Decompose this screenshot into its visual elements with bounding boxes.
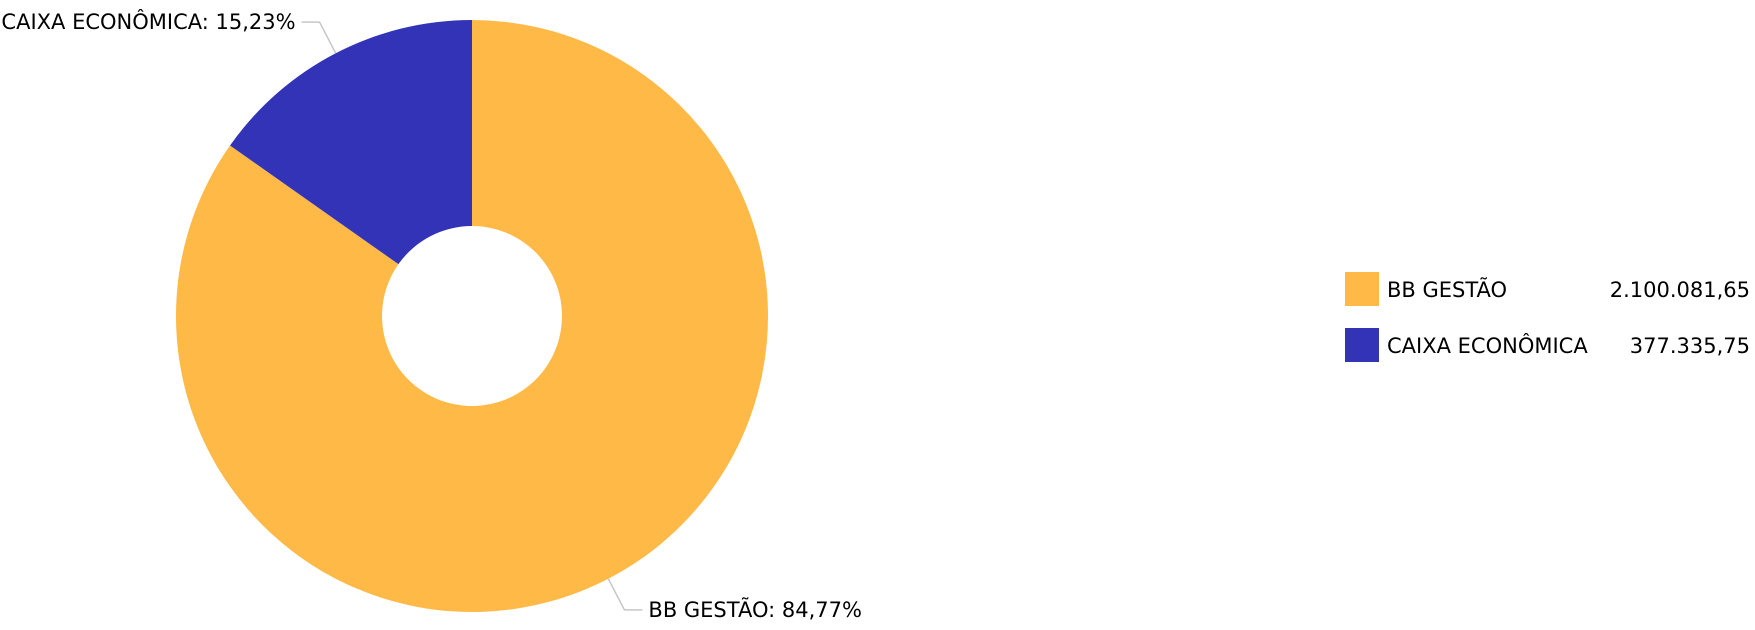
slice-labels: BB GESTÃO: 84,77% CAIXA ECONÔMICA: 15,23% bbox=[1, 9, 862, 622]
legend-swatch-caixa-economica bbox=[1345, 328, 1379, 362]
slice-label-bb-gestao: BB GESTÃO: 84,77% bbox=[648, 596, 862, 622]
donut-slices bbox=[175, 20, 768, 613]
leader-lines bbox=[301, 21, 643, 611]
legend-value-caixa-economica: 377.335,75 bbox=[1630, 334, 1750, 358]
legend-value-bb-gestao: 2.100.081,65 bbox=[1610, 278, 1750, 302]
slice-label-caixa-economica: CAIXA ECONÔMICA: 15,23% bbox=[1, 9, 295, 34]
slice-bb-gestao bbox=[175, 20, 768, 613]
slice-caixa-economica bbox=[230, 20, 472, 265]
leader-line-bb-gestao bbox=[607, 578, 643, 611]
legend: BB GESTÃO 2.100.081,65 CAIXA ECONÔMICA 377.… bbox=[1345, 272, 1750, 362]
legend-label-bb-gestao: BB GESTÃO bbox=[1387, 276, 1507, 302]
legend-label-caixa-economica: CAIXA ECONÔMICA bbox=[1387, 333, 1588, 358]
legend-swatch-bb-gestao bbox=[1345, 272, 1379, 306]
leader-line-caixa-economica bbox=[301, 21, 337, 54]
